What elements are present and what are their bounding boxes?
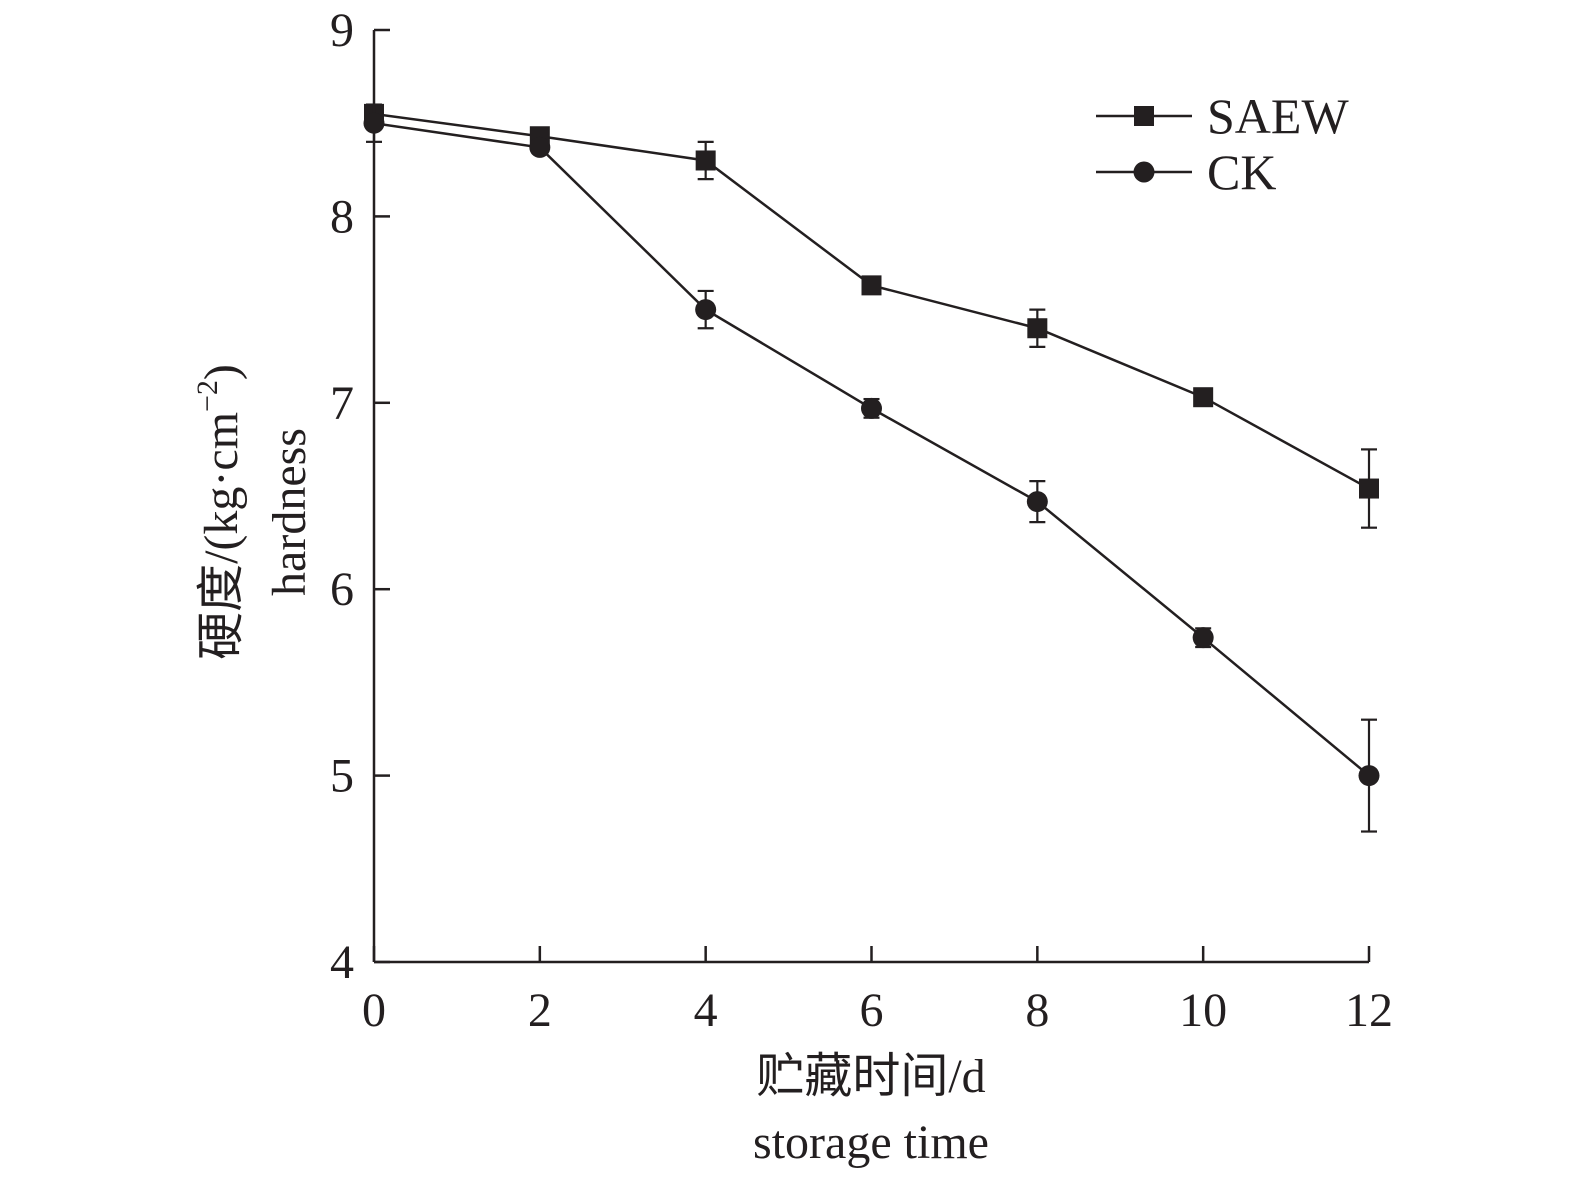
data-point-saew: [1359, 478, 1379, 499]
y-tick-label: 4: [330, 936, 354, 989]
y-tick-label: 8: [330, 190, 354, 243]
legend-marker-ck: [1133, 161, 1155, 183]
legend-label-saew: SAEW: [1207, 88, 1349, 144]
x-tick-label: 0: [362, 984, 386, 1037]
data-point-ck: [529, 136, 551, 158]
y-axis-title-line1: 硬度/(kg·cm−2): [191, 364, 248, 660]
data-point-ck: [1358, 765, 1380, 787]
y-tick-label: 7: [330, 377, 354, 430]
x-axis-title-line1: 贮藏时间/d: [756, 1050, 985, 1103]
y-tick-label: 6: [330, 563, 354, 616]
data-point-ck: [363, 112, 385, 134]
y-axis-title: 硬度/(kg·cm−2) hardness: [191, 364, 316, 660]
series-ck: [363, 103, 1380, 833]
data-point-ck: [861, 397, 882, 419]
x-tick-label: 12: [1345, 984, 1393, 1037]
x-tick-label: 2: [528, 984, 552, 1037]
data-point-ck: [695, 299, 717, 321]
data-point-ck: [1192, 627, 1214, 649]
legend-item-ck: CK: [1096, 144, 1276, 200]
data-point-ck: [1026, 491, 1048, 513]
data-point-saew: [1027, 318, 1048, 339]
series-layer: [363, 103, 1380, 833]
series-saew: [364, 103, 1379, 529]
axes: 4 5 6 7 8 9 0 2 4 6 8 10 12: [330, 4, 1393, 1037]
legend-label-ck: CK: [1207, 144, 1276, 200]
series-line-ck: [373, 121, 1370, 777]
x-tick-label: 10: [1179, 984, 1227, 1037]
y-tick-label: 5: [330, 750, 354, 803]
y-axis-title-line2: hardness: [263, 428, 316, 596]
data-point-saew: [861, 275, 882, 296]
y-tick-label: 9: [330, 4, 354, 57]
legend-marker-saew: [1134, 106, 1154, 126]
x-tick-label: 6: [860, 984, 884, 1037]
legend-item-saew: SAEW: [1096, 88, 1349, 144]
x-axis-title-line2: storage time: [753, 1116, 989, 1169]
data-point-saew: [1193, 387, 1214, 408]
data-point-saew: [695, 150, 716, 171]
x-tick-label: 8: [1025, 984, 1049, 1037]
x-tick-label: 4: [694, 984, 718, 1037]
